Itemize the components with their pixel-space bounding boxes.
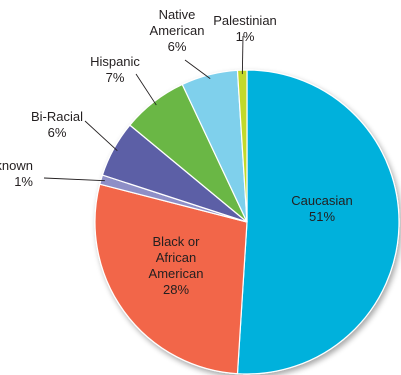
slice-category-label: American [149,266,204,281]
pie-slices [94,69,400,375]
slice-category-label: Hispanic [90,54,140,69]
leader-line [241,35,244,75]
slice-percent-label: 28% [163,282,189,297]
slice-category-label: Native [159,7,196,22]
slice-percent-label: 6% [48,125,67,140]
slice-category-label: Bi-Racial [31,109,83,124]
slice-category-label: African [156,250,196,265]
slice-category-label: American [150,23,205,38]
pie-slice-black-or-african-american [94,183,248,375]
leader-line [43,177,105,182]
slice-category-label: Caucasian [291,193,352,208]
slice-category-label: Unknown [0,158,33,173]
leader-line [84,120,118,152]
leader-line [135,73,157,106]
leader-lines [43,35,244,182]
slice-percent-label: 6% [168,39,187,54]
slice-percent-label: 7% [106,70,125,85]
slice-category-label: Palestinian [213,13,277,28]
slice-percent-label: 1% [236,29,255,44]
slice-category-label: Black or [153,234,201,249]
slice-percent-label: 51% [309,209,335,224]
leader-line [184,59,211,80]
pie-slice-caucasian [236,69,400,375]
slice-percent-label: 1% [14,174,33,189]
